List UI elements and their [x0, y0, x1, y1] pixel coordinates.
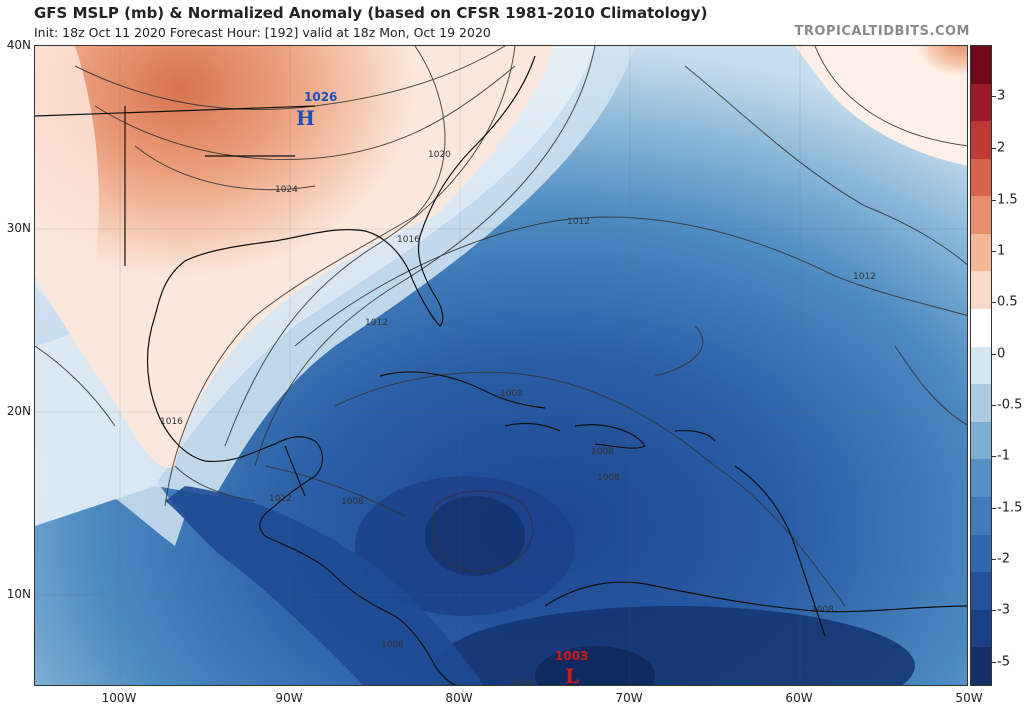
isobar-label: 1012 [269, 494, 292, 504]
map-canvas: 1020 1024 1016 1012 1012 1012 1016 1008 … [35, 46, 967, 686]
low-center: 1003 L [555, 649, 588, 686]
lat-label: 30N [6, 221, 31, 235]
lat-label: 40N [6, 38, 31, 52]
lat-label: 10N [6, 587, 31, 601]
map-panel: 1020 1024 1016 1012 1012 1012 1016 1008 … [34, 45, 968, 686]
caribbean-low-core [425, 496, 525, 576]
lon-label: 100W [101, 691, 137, 705]
colorbar-tick [992, 456, 996, 457]
lat-label: 20N [6, 404, 31, 418]
colorbar-segment [971, 609, 991, 648]
isobar-label: 1008 [591, 447, 614, 457]
lon-label: 70W [615, 691, 643, 705]
coastlines [35, 55, 967, 685]
colorbar-segment [971, 271, 991, 310]
isobar-label: 1008 [381, 640, 404, 650]
colorbar-segment [971, 534, 991, 573]
colorbar-segment [971, 233, 991, 272]
colorbar-tick [992, 200, 996, 201]
colorbar-tick [992, 96, 996, 97]
isobar-label: 1008 [510, 679, 533, 686]
colorbar-segment [971, 309, 991, 347]
colorbar-tick [992, 405, 996, 406]
colorbar-label: -2 [997, 551, 1010, 567]
colorbar-segment [971, 459, 991, 497]
high-center: 1026 H [296, 90, 337, 130]
isobar-label: 1008 [811, 605, 834, 615]
colorbar-label: -1.5 [997, 500, 1023, 516]
isobar-label: 1012 [365, 318, 388, 328]
mexico-pale [35, 276, 185, 546]
colorbar-tick [992, 302, 996, 303]
colorbar-segment [971, 196, 991, 234]
isobar-label: 1008 [341, 497, 364, 507]
chart-title: GFS MSLP (mb) & Normalized Anomaly (base… [34, 4, 708, 22]
brand-watermark: TROPICALTIDBITS.COM [794, 24, 970, 39]
low-center-symbol: L [565, 664, 579, 686]
colorbar-segment [971, 158, 991, 197]
colorbar-tick [992, 354, 996, 355]
colorbar-segment [971, 384, 991, 422]
isobar-label: 1024 [275, 185, 298, 195]
colorbar-label: -3 [997, 602, 1010, 618]
isobar-label: 1020 [428, 150, 451, 160]
isobar-label: 1016 [160, 417, 183, 427]
colorbar-tick [992, 508, 996, 509]
colorbar-tick [992, 662, 996, 663]
colorbar-segment [971, 121, 991, 159]
colorbar-label: 0.5 [997, 294, 1018, 310]
central-america-field [165, 486, 484, 685]
lon-label: 80W [445, 691, 473, 705]
colorbar-segment [971, 496, 991, 535]
colorbar-segment [971, 46, 991, 84]
high-center-symbol: H [296, 106, 315, 130]
warm-anomaly-us [35, 46, 555, 468]
low-center-field [535, 646, 655, 685]
west-pale [35, 46, 99, 283]
isobar-label: 1016 [397, 235, 420, 245]
lon-label: 50W [955, 691, 983, 705]
colorbar-segment [971, 83, 991, 122]
isobar-label: 1008 [500, 389, 523, 399]
colorbar-segment [971, 346, 991, 385]
colorbar-label: -1 [997, 448, 1010, 464]
isobar-label: 1012 [567, 217, 590, 227]
colorbar-label: -0.5 [997, 397, 1023, 413]
isobar-label: 1008 [597, 473, 620, 483]
colorbar [970, 45, 992, 686]
colorbar-label: 1 [997, 243, 1006, 259]
colorbar-label: 3 [997, 88, 1006, 104]
colorbar-tick [992, 559, 996, 560]
colorbar-label: 2 [997, 140, 1006, 156]
colorbar-label: 0 [997, 346, 1006, 362]
colorbar-label: -5 [997, 654, 1010, 670]
pale-blue-band [155, 46, 635, 496]
lon-label: 90W [275, 691, 303, 705]
low-center-value: 1003 [555, 649, 588, 663]
warm-anomaly-ne [795, 46, 967, 166]
lon-label: 60W [785, 691, 813, 705]
isobar-label: 1012 [853, 272, 876, 282]
chart-subtitle: Init: 18z Oct 11 2020 Forecast Hour: [19… [34, 25, 491, 40]
colorbar-segment [971, 572, 991, 610]
colorbar-label: 1.5 [997, 192, 1018, 208]
colorbar-tick [992, 610, 996, 611]
isobar-labels: 1020 1024 1016 1012 1012 1012 1016 1008 … [160, 150, 876, 686]
colorbar-tick [992, 148, 996, 149]
graticule [35, 46, 967, 685]
high-center-value: 1026 [304, 90, 337, 104]
colorbar-segment [971, 421, 991, 460]
colorbar-segment [971, 647, 991, 685]
colorbar-tick [992, 251, 996, 252]
